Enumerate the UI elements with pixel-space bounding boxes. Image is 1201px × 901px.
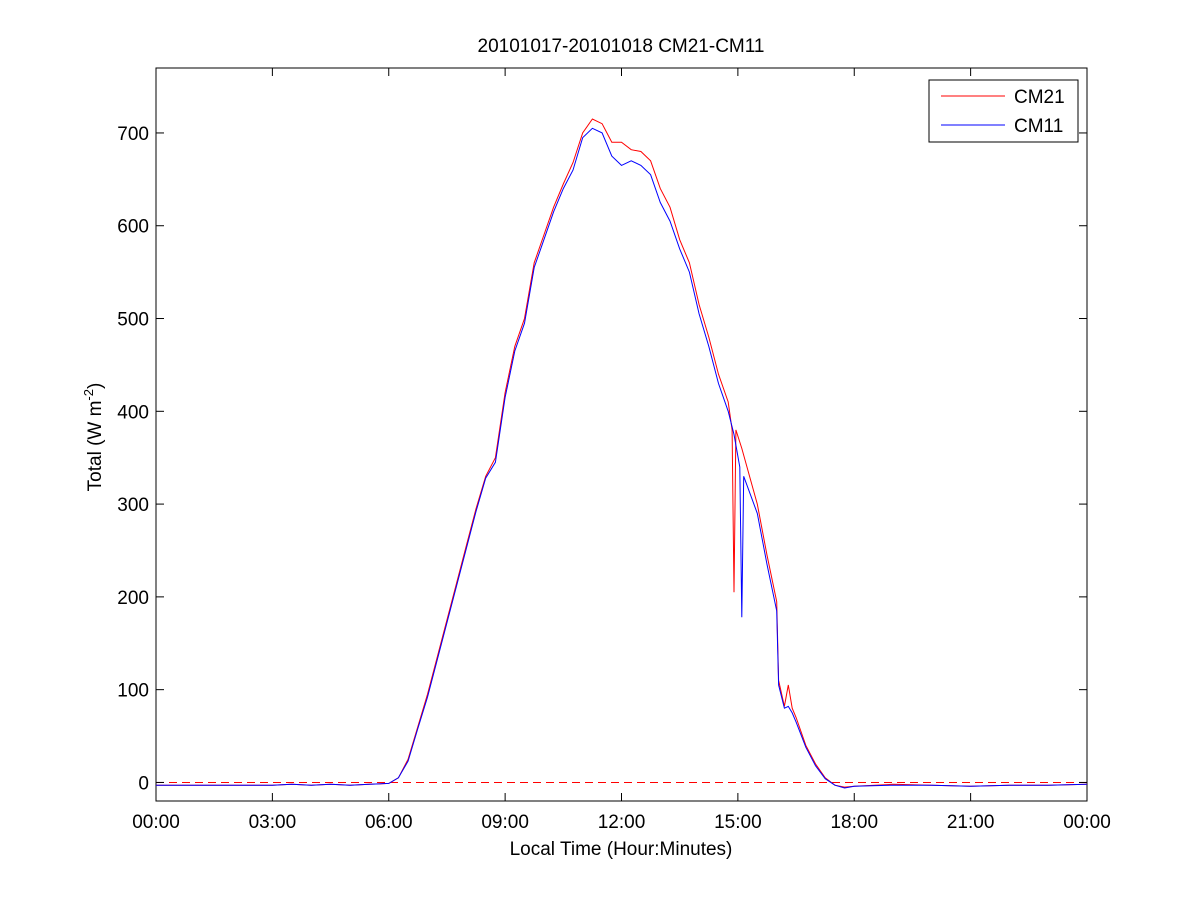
x-tick-label: 00:00	[1063, 812, 1111, 833]
y-tick-label: 100	[117, 681, 149, 702]
y-axis-ticks: 0 100 200 300 400 500 600 700	[117, 124, 1087, 794]
legend-label-cm11: CM11	[1014, 116, 1063, 137]
legend: CM21 CM11	[928, 79, 1079, 143]
y-tick-label: 0	[138, 773, 149, 794]
x-tick-label: 03:00	[249, 812, 297, 833]
y-tick-label: 300	[117, 495, 149, 516]
legend-label-cm21: CM21	[1014, 87, 1065, 108]
x-tick-label: 15:00	[714, 812, 762, 833]
x-tick-label: 06:00	[365, 812, 413, 833]
x-axis-label: Local Time (Hour:Minutes)	[510, 839, 733, 860]
y-axis-label-close: )	[85, 383, 106, 389]
x-tick-label: 09:00	[481, 812, 529, 833]
x-tick-label: 21:00	[947, 812, 995, 833]
series-line-cm11	[156, 127, 1088, 789]
y-axis-label-superscript: -2	[81, 389, 96, 401]
y-axis-label: Total (W m-2)	[81, 383, 106, 492]
chart-title: 20101017-20101018 CM21-CM11	[478, 36, 765, 57]
y-tick-label: 200	[117, 588, 149, 609]
legend-box	[928, 79, 1079, 143]
x-tick-label: 18:00	[830, 812, 878, 833]
y-tick-label: 500	[117, 310, 149, 331]
y-tick-label: 400	[117, 402, 149, 423]
series-line-cm21	[156, 118, 1088, 788]
y-axis-label-base: Total (W m	[85, 401, 106, 492]
x-tick-label: 12:00	[598, 812, 646, 833]
plot-frame	[155, 67, 1088, 802]
y-tick-label: 700	[117, 124, 149, 145]
y-tick-label: 600	[117, 217, 149, 238]
x-axis-ticks: 00:00 03:00 06:00 09:00 12:00 15:00 18:00 21:00…	[132, 68, 1111, 833]
x-tick-label: 00:00	[132, 812, 180, 833]
